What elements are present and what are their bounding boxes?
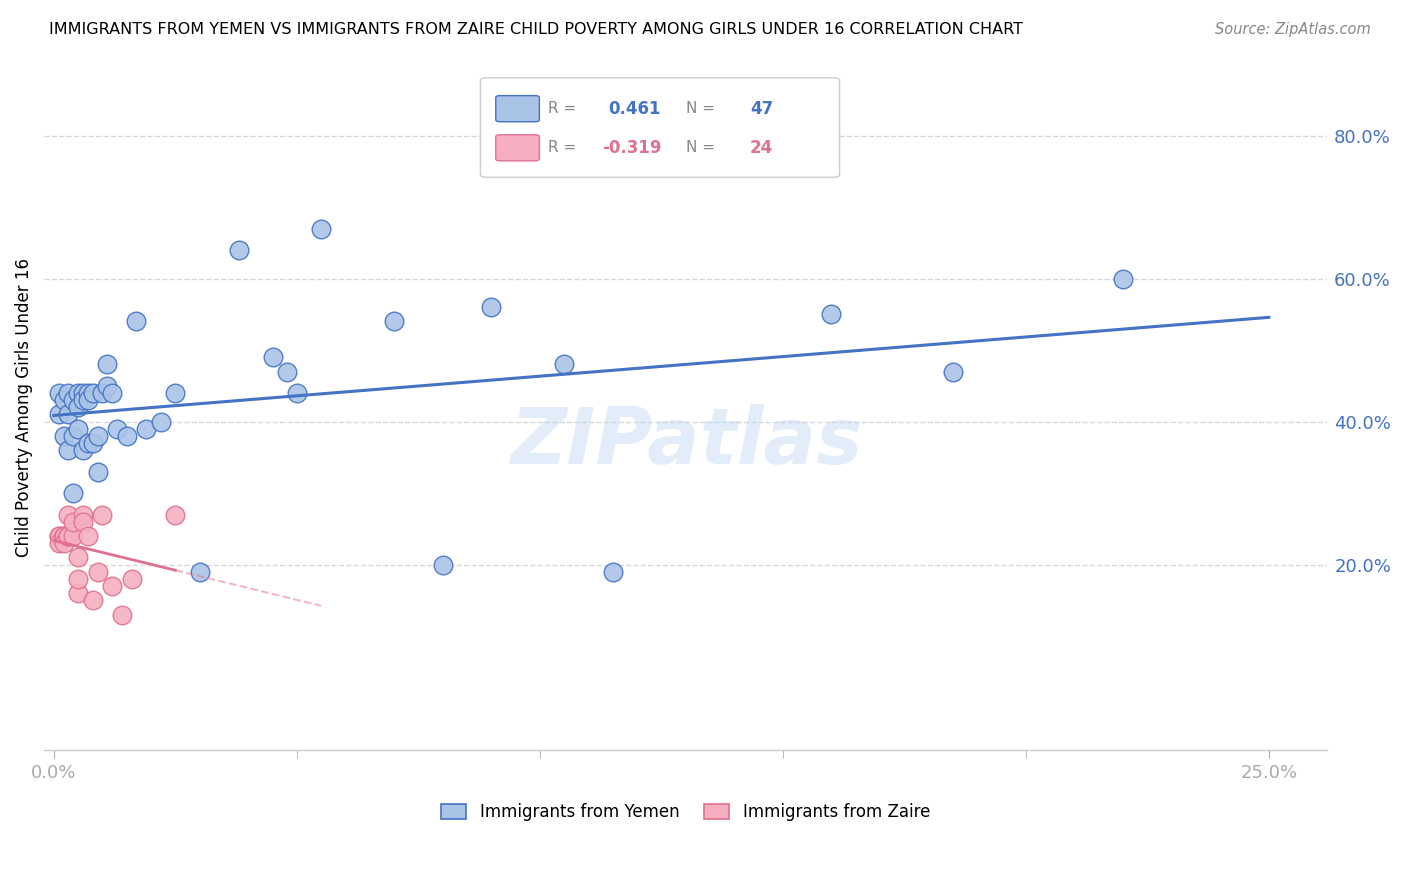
Point xyxy=(228,243,250,257)
Point xyxy=(58,386,80,401)
Point xyxy=(135,422,157,436)
Text: Source: ZipAtlas.com: Source: ZipAtlas.com xyxy=(1215,22,1371,37)
Point xyxy=(82,386,104,401)
Point xyxy=(111,607,134,622)
Point xyxy=(48,529,70,543)
Point xyxy=(67,550,90,565)
Point xyxy=(285,386,308,401)
Point xyxy=(76,529,98,543)
Point xyxy=(52,429,75,443)
Point xyxy=(62,393,84,408)
FancyBboxPatch shape xyxy=(481,78,839,178)
Point xyxy=(165,386,187,401)
Point xyxy=(479,300,502,314)
Text: 0.461: 0.461 xyxy=(609,100,661,118)
Point xyxy=(432,558,454,572)
Point xyxy=(52,393,75,408)
Point xyxy=(942,365,965,379)
Point xyxy=(58,529,80,543)
Text: IMMIGRANTS FROM YEMEN VS IMMIGRANTS FROM ZAIRE CHILD POVERTY AMONG GIRLS UNDER 1: IMMIGRANTS FROM YEMEN VS IMMIGRANTS FROM… xyxy=(49,22,1024,37)
Point xyxy=(105,422,128,436)
Point xyxy=(76,393,98,408)
Point xyxy=(62,486,84,500)
Point xyxy=(188,565,211,579)
Point xyxy=(58,408,80,422)
Point xyxy=(1112,271,1135,285)
Point xyxy=(67,386,90,401)
Point xyxy=(72,386,94,401)
Point xyxy=(121,572,143,586)
Point xyxy=(262,350,284,364)
Point xyxy=(91,386,114,401)
Point xyxy=(67,401,90,415)
Point xyxy=(62,429,84,443)
Point xyxy=(96,357,118,371)
Point xyxy=(82,593,104,607)
Point xyxy=(76,436,98,450)
Point xyxy=(48,386,70,401)
Point xyxy=(72,393,94,408)
Point xyxy=(309,221,332,235)
Text: 47: 47 xyxy=(749,100,773,118)
Point xyxy=(86,465,108,479)
Point xyxy=(72,508,94,522)
Point xyxy=(276,365,298,379)
Point xyxy=(67,572,90,586)
Point xyxy=(48,536,70,550)
Point xyxy=(101,386,124,401)
Point xyxy=(67,422,90,436)
Point xyxy=(48,408,70,422)
Point xyxy=(62,515,84,529)
Point xyxy=(76,386,98,401)
Point xyxy=(91,508,114,522)
Point xyxy=(125,314,148,328)
Point xyxy=(52,529,75,543)
Point xyxy=(96,379,118,393)
Point xyxy=(52,536,75,550)
Point xyxy=(52,529,75,543)
Text: R =: R = xyxy=(548,140,582,155)
FancyBboxPatch shape xyxy=(496,135,540,161)
Text: N =: N = xyxy=(686,101,720,116)
Y-axis label: Child Poverty Among Girls Under 16: Child Poverty Among Girls Under 16 xyxy=(15,258,32,557)
Point xyxy=(602,565,624,579)
Point xyxy=(382,314,405,328)
Point xyxy=(820,307,842,321)
Point xyxy=(58,529,80,543)
Point xyxy=(82,436,104,450)
FancyBboxPatch shape xyxy=(496,95,540,121)
Text: ZIPatlas: ZIPatlas xyxy=(509,403,862,480)
Point xyxy=(86,429,108,443)
Point xyxy=(72,515,94,529)
Legend: Immigrants from Yemen, Immigrants from Zaire: Immigrants from Yemen, Immigrants from Z… xyxy=(434,797,936,828)
Text: -0.319: -0.319 xyxy=(602,139,662,157)
Text: N =: N = xyxy=(686,140,720,155)
Point xyxy=(86,565,108,579)
Point xyxy=(48,529,70,543)
Text: R =: R = xyxy=(548,101,582,116)
Point xyxy=(115,429,138,443)
Point xyxy=(62,529,84,543)
Point xyxy=(58,508,80,522)
Text: 24: 24 xyxy=(749,139,773,157)
Point xyxy=(72,443,94,458)
Point xyxy=(101,579,124,593)
Point xyxy=(58,443,80,458)
Point xyxy=(165,508,187,522)
Point xyxy=(67,586,90,600)
Point xyxy=(553,357,575,371)
Point xyxy=(149,415,172,429)
